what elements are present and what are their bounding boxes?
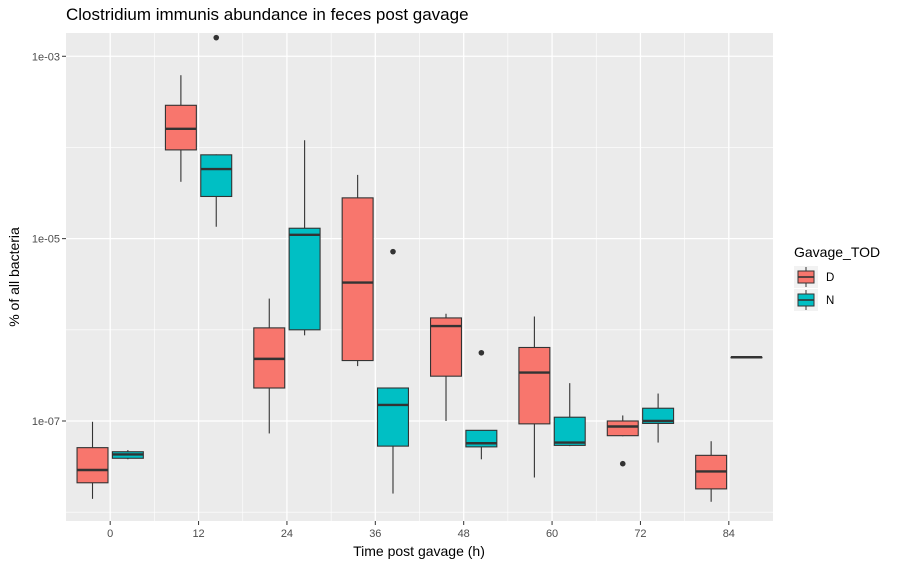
y-tick-label: 1e-07	[32, 416, 60, 428]
box-D-72	[606, 415, 639, 467]
box-D-84	[695, 441, 728, 502]
box-D-0	[76, 421, 109, 499]
box-N-60	[553, 383, 586, 447]
y-axis-title: % of all bacteria	[6, 227, 22, 327]
iqr-box	[553, 416, 586, 446]
box-N-72	[642, 393, 675, 443]
box-D-36	[341, 174, 374, 367]
x-tick-label: 36	[369, 528, 381, 540]
box-D-48	[429, 313, 463, 421]
outlier-point	[213, 34, 220, 41]
outlier-point	[478, 349, 485, 356]
legend: Gavage_TOD DN	[794, 244, 880, 311]
box-N-84	[730, 356, 763, 359]
chart-title: Clostridium immunis abundance in feces p…	[66, 5, 469, 24]
box-N-12	[200, 34, 233, 227]
axes: 1e-07 1e-05 1e-03 0 12 24 36 48 60 72 84	[32, 51, 735, 540]
x-tick-label: 12	[192, 528, 204, 540]
grid-lines	[66, 33, 773, 521]
x-axis-title: Time post gavage (h)	[353, 543, 485, 559]
box-D-24	[253, 298, 286, 434]
y-tick-label: 1e-03	[32, 51, 60, 63]
iqr-box	[642, 407, 675, 424]
iqr-box	[200, 154, 233, 198]
legend-title: Gavage_TOD	[794, 244, 880, 260]
x-tick-label: 24	[281, 528, 293, 540]
y-tick-label: 1e-05	[32, 234, 60, 246]
x-tick-label: 48	[458, 528, 470, 540]
boxplot-marks	[76, 34, 763, 502]
x-tick-label: 0	[107, 528, 113, 540]
iqr-box	[376, 387, 410, 447]
box-N-24	[288, 140, 321, 336]
x-tick-label: 72	[634, 528, 646, 540]
box-N-0	[111, 450, 144, 460]
iqr-box	[518, 346, 551, 425]
legend-label: D	[826, 272, 834, 284]
iqr-box	[429, 317, 463, 377]
legend-item-N: N	[794, 289, 834, 311]
legend-item-D: D	[794, 266, 834, 288]
box-D-60	[518, 316, 551, 478]
box-N-36	[376, 248, 410, 494]
iqr-box	[341, 197, 374, 362]
iqr-box	[288, 227, 321, 331]
legend-label: N	[826, 295, 834, 307]
outlier-point	[619, 460, 626, 467]
x-tick-label: 60	[546, 528, 558, 540]
box-N-48	[465, 349, 498, 460]
x-tick-label: 84	[723, 528, 735, 540]
iqr-box	[606, 420, 639, 437]
box-D-12	[164, 75, 197, 182]
iqr-box	[76, 447, 109, 484]
outlier-point	[390, 248, 396, 255]
iqr-box	[164, 104, 197, 151]
